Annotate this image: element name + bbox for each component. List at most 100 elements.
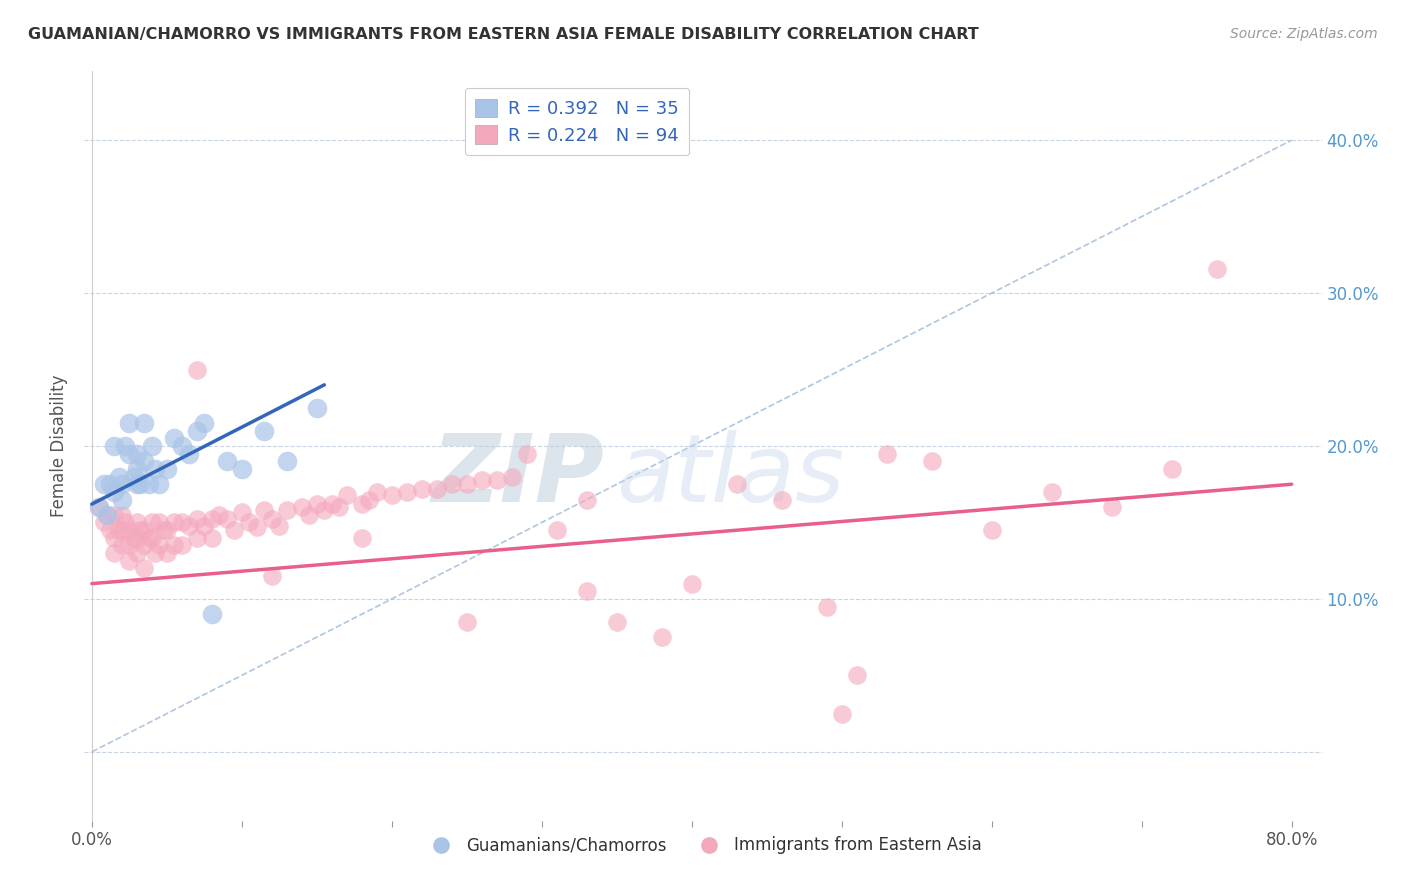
Point xyxy=(575,584,598,599)
Point xyxy=(118,416,141,430)
Point xyxy=(1040,484,1063,499)
Point xyxy=(103,439,125,453)
Point xyxy=(411,482,433,496)
Point xyxy=(246,520,269,534)
Point xyxy=(118,447,141,461)
Point xyxy=(93,516,115,530)
Point xyxy=(921,454,943,468)
Point xyxy=(163,538,186,552)
Point xyxy=(305,497,328,511)
Point xyxy=(201,512,224,526)
Point xyxy=(276,454,298,468)
Point xyxy=(276,503,298,517)
Point xyxy=(125,546,148,560)
Point xyxy=(876,447,898,461)
Point xyxy=(125,447,148,461)
Point xyxy=(381,488,404,502)
Point xyxy=(148,477,170,491)
Point xyxy=(366,484,388,499)
Point xyxy=(193,416,215,430)
Point xyxy=(153,523,176,537)
Point xyxy=(336,488,359,502)
Point xyxy=(845,668,868,682)
Point xyxy=(201,607,224,622)
Point xyxy=(186,512,208,526)
Point xyxy=(186,362,208,376)
Point xyxy=(328,500,350,515)
Point xyxy=(725,477,748,491)
Point xyxy=(134,416,156,430)
Point xyxy=(575,492,598,507)
Point xyxy=(111,523,134,537)
Point xyxy=(231,505,253,519)
Point xyxy=(253,503,276,517)
Point xyxy=(350,531,373,545)
Point xyxy=(1205,261,1227,276)
Legend: Guamanians/Chamorros, Immigrants from Eastern Asia: Guamanians/Chamorros, Immigrants from Ea… xyxy=(418,830,988,861)
Point xyxy=(143,546,166,560)
Point xyxy=(681,576,703,591)
Point xyxy=(231,462,253,476)
Point xyxy=(103,508,125,522)
Point xyxy=(111,477,134,491)
Point xyxy=(170,439,193,453)
Point xyxy=(141,531,163,545)
Point xyxy=(163,516,186,530)
Point xyxy=(208,508,231,522)
Point xyxy=(148,516,170,530)
Point xyxy=(395,484,418,499)
Point xyxy=(215,454,238,468)
Point xyxy=(186,424,208,438)
Point xyxy=(125,462,148,476)
Point xyxy=(134,523,156,537)
Point xyxy=(134,454,156,468)
Text: atlas: atlas xyxy=(616,431,845,522)
Point xyxy=(253,424,276,438)
Point xyxy=(89,500,111,515)
Point xyxy=(156,546,179,560)
Point xyxy=(170,516,193,530)
Point xyxy=(501,469,523,483)
Point xyxy=(1160,462,1182,476)
Point xyxy=(260,512,283,526)
Point xyxy=(89,500,111,515)
Point xyxy=(179,447,201,461)
Point xyxy=(215,512,238,526)
Point xyxy=(546,523,568,537)
Point xyxy=(269,518,291,533)
Point xyxy=(485,473,508,487)
Point xyxy=(111,538,134,552)
Point xyxy=(186,531,208,545)
Point xyxy=(426,482,449,496)
Point xyxy=(815,599,838,614)
Point xyxy=(118,554,141,568)
Point xyxy=(122,531,145,545)
Point xyxy=(1101,500,1123,515)
Point xyxy=(125,516,148,530)
Point xyxy=(134,561,156,575)
Point xyxy=(125,531,148,545)
Point xyxy=(606,615,628,629)
Point xyxy=(516,447,538,461)
Point xyxy=(456,615,478,629)
Point xyxy=(96,508,118,522)
Point xyxy=(298,508,321,522)
Point xyxy=(831,706,853,721)
Point xyxy=(163,431,186,445)
Point xyxy=(260,569,283,583)
Point xyxy=(118,538,141,552)
Point xyxy=(179,518,201,533)
Point xyxy=(291,500,314,515)
Point xyxy=(111,508,134,522)
Point xyxy=(98,477,121,491)
Point xyxy=(770,492,793,507)
Point xyxy=(96,508,118,522)
Point xyxy=(471,473,494,487)
Point xyxy=(170,538,193,552)
Point xyxy=(111,492,134,507)
Point xyxy=(456,477,478,491)
Point xyxy=(98,523,121,537)
Point xyxy=(134,538,156,552)
Point xyxy=(138,531,160,545)
Point xyxy=(118,523,141,537)
